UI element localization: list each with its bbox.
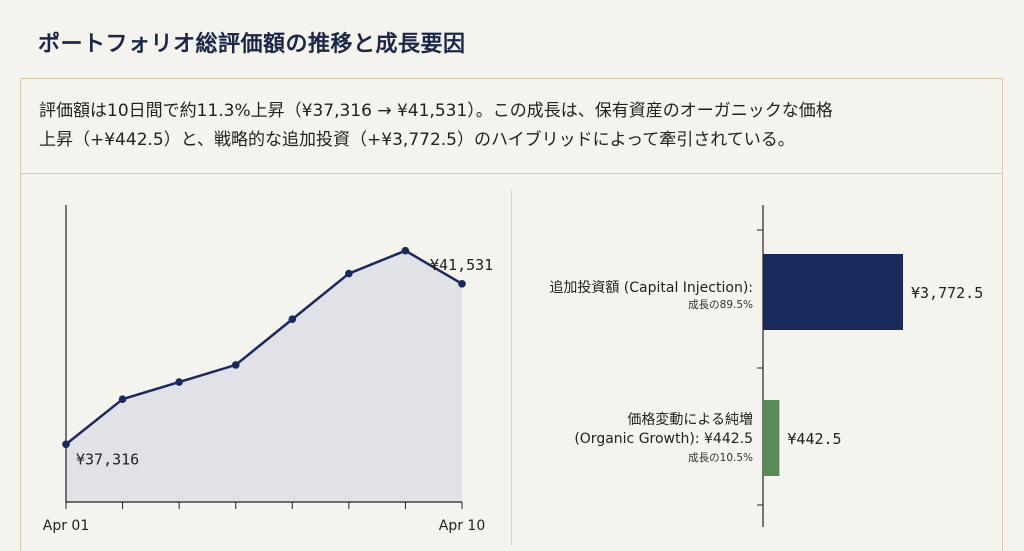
bar-value-label: ¥442.5 xyxy=(787,430,841,448)
data-point xyxy=(288,315,297,324)
bar-category-label: 価格変動による純増 xyxy=(627,411,753,428)
end-value-label: ¥41,531 xyxy=(430,256,493,274)
data-point xyxy=(345,269,353,278)
summary-box: 評価額は10日間で約11.3%上昇（¥37,316 → ¥41,531）。この成… xyxy=(20,78,1003,174)
bar-category-label: 追加投資額 (Capital Injection): xyxy=(549,280,753,296)
chart-divider xyxy=(511,190,512,545)
summary-text: 評価額は10日間で約11.3%上昇（¥37,316 → ¥41,531）。この成… xyxy=(39,97,979,155)
bar-value-label: ¥3,772.5 xyxy=(911,284,983,302)
page-title: ポートフォリオ総評価額の推移と成長要因 xyxy=(38,32,466,57)
x-tick-label: Apr 01 xyxy=(43,518,89,534)
series-line xyxy=(65,249,463,446)
data-point xyxy=(175,378,183,386)
data-point xyxy=(458,279,466,288)
data-point xyxy=(62,440,70,449)
summary-line-2: 上昇（+¥442.5）と、戦略的な追加投資（+¥3,772.5）のハイブリッドに… xyxy=(39,130,795,150)
bar-category-sub: 成長の89.5% xyxy=(688,299,753,311)
start-value-label: ¥37,316 xyxy=(76,450,139,468)
bar xyxy=(763,254,903,330)
bar-category-sub: 成長の10.5% xyxy=(688,452,753,464)
data-point xyxy=(231,361,240,369)
summary-line-1: 評価額は10日間で約11.3%上昇（¥37,316 → ¥41,531）。この成… xyxy=(39,101,833,121)
area-fill xyxy=(66,250,462,502)
data-point xyxy=(401,246,410,255)
bar xyxy=(763,400,780,476)
chart-panel xyxy=(20,174,1003,551)
x-tick-label: Apr 10 xyxy=(439,518,485,534)
data-point xyxy=(118,395,127,403)
bar-category-label: (Organic Growth): ¥442.5 xyxy=(574,431,753,447)
